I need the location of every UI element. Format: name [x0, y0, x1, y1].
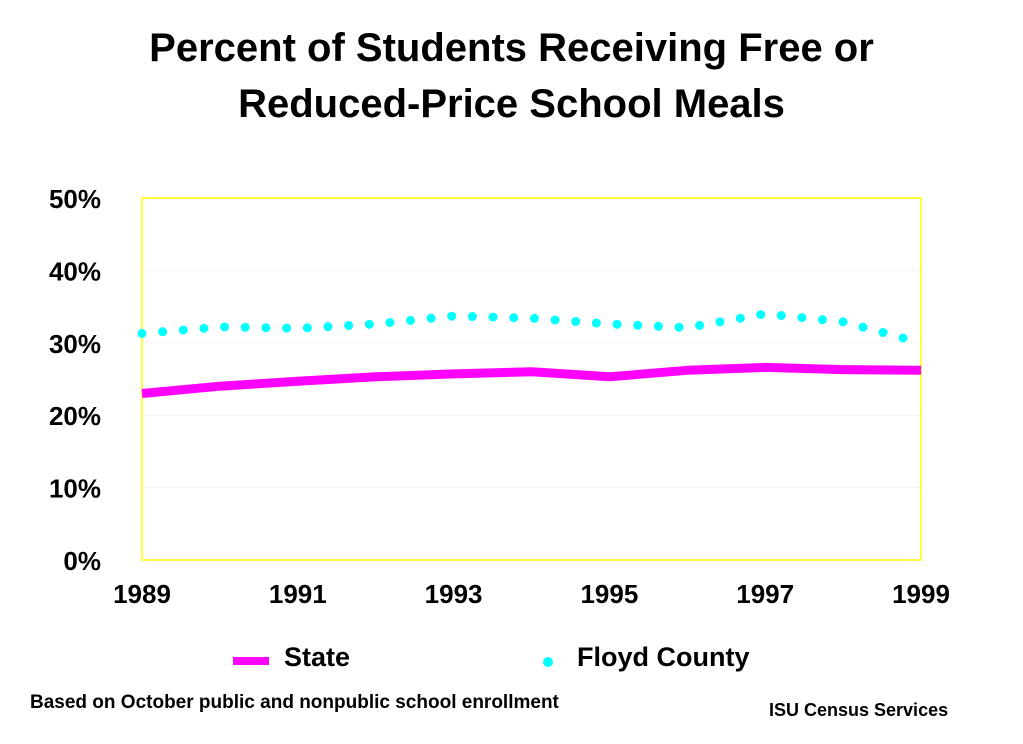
y-tick-label: 50% [49, 184, 101, 214]
chart-title-line-2: Reduced-Price School Meals [238, 82, 785, 126]
y-axis-tick-labels: 0% 10% 20% 30% 40% 50% [49, 184, 101, 576]
legend-swatch-floyd-county [543, 657, 553, 667]
footnote: Based on October public and nonpublic sc… [30, 692, 559, 713]
gridlines [142, 269, 921, 489]
series-line-state [141, 362, 922, 398]
x-tick-label: 1995 [580, 579, 638, 609]
chart-title: Percent of Students Receiving Free or Re… [0, 20, 1023, 132]
legend-label-floyd-county: Floyd County [577, 642, 750, 672]
x-tick-label: 1991 [269, 579, 327, 609]
y-tick-label: 40% [49, 256, 101, 286]
y-tick-label: 10% [49, 474, 101, 504]
series-group [137, 309, 926, 398]
legend-label-state: State [284, 642, 351, 672]
x-axis-tick-labels: 1989 1991 1993 1995 1997 1999 [113, 579, 950, 609]
x-tick-label: 1989 [113, 579, 171, 609]
legend-swatch-state [233, 657, 269, 665]
y-tick-label: 0% [63, 546, 101, 576]
source-credit: ISU Census Services [769, 700, 949, 720]
y-tick-label: 30% [49, 329, 101, 359]
x-tick-label: 1999 [892, 579, 950, 609]
series-line-floyd-county [137, 309, 926, 348]
chart-title-line-1: Percent of Students Receiving Free or [149, 26, 874, 70]
plot-area-frame [141, 197, 922, 561]
x-tick-label: 1997 [736, 579, 794, 609]
y-tick-label: 20% [49, 401, 101, 431]
x-tick-label: 1993 [425, 579, 483, 609]
